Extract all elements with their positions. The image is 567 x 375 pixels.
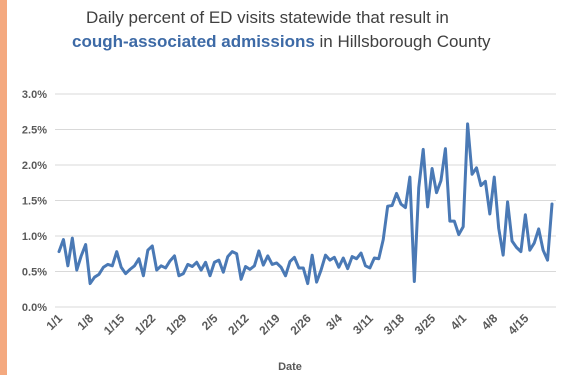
x-tick-label: 3/18 [381,311,408,338]
x-tick-label: 1/1 [43,311,65,333]
x-tick-label: 1/15 [101,311,128,338]
y-tick-label: 0.5% [22,267,47,279]
x-tick-label: 3/4 [323,311,345,333]
x-tick-label: 2/26 [287,311,314,338]
y-tick-label: 2.5% [22,125,47,137]
x-tick-label: 3/25 [412,311,439,338]
x-tick-label: 4/8 [479,311,501,333]
x-tick-label: 4/15 [505,311,532,338]
y-tick-label: 2.0% [22,160,47,172]
y-tick-label: 3.0% [22,89,47,101]
y-tick-label: 1.5% [22,196,47,208]
y-tick-label: 1.0% [22,231,47,243]
x-tick-label: 2/5 [199,311,221,333]
chart-title: Daily percent of ED visits statewide tha… [0,6,567,54]
x-tick-label: 3/11 [350,311,376,337]
x-tick-label: 1/8 [75,311,97,333]
title-line-1: Daily percent of ED visits statewide tha… [86,8,449,27]
x-tick-label: 2/12 [225,311,252,338]
x-tick-label: 4/1 [448,311,470,333]
series-line [57,122,554,286]
x-axis-label: Date [278,361,302,373]
accent-bar [0,0,7,375]
x-tick-label: 1/22 [132,311,159,338]
title-line-2: cough-associated admissions in Hillsboro… [0,30,567,54]
x-tick-label: 1/29 [163,311,190,338]
y-tick-label: 0.0% [22,302,47,314]
title-emphasis: cough-associated admissions [72,32,315,51]
x-tick-label: 2/19 [256,311,283,338]
title-rest: in Hillsborough County [314,32,491,51]
